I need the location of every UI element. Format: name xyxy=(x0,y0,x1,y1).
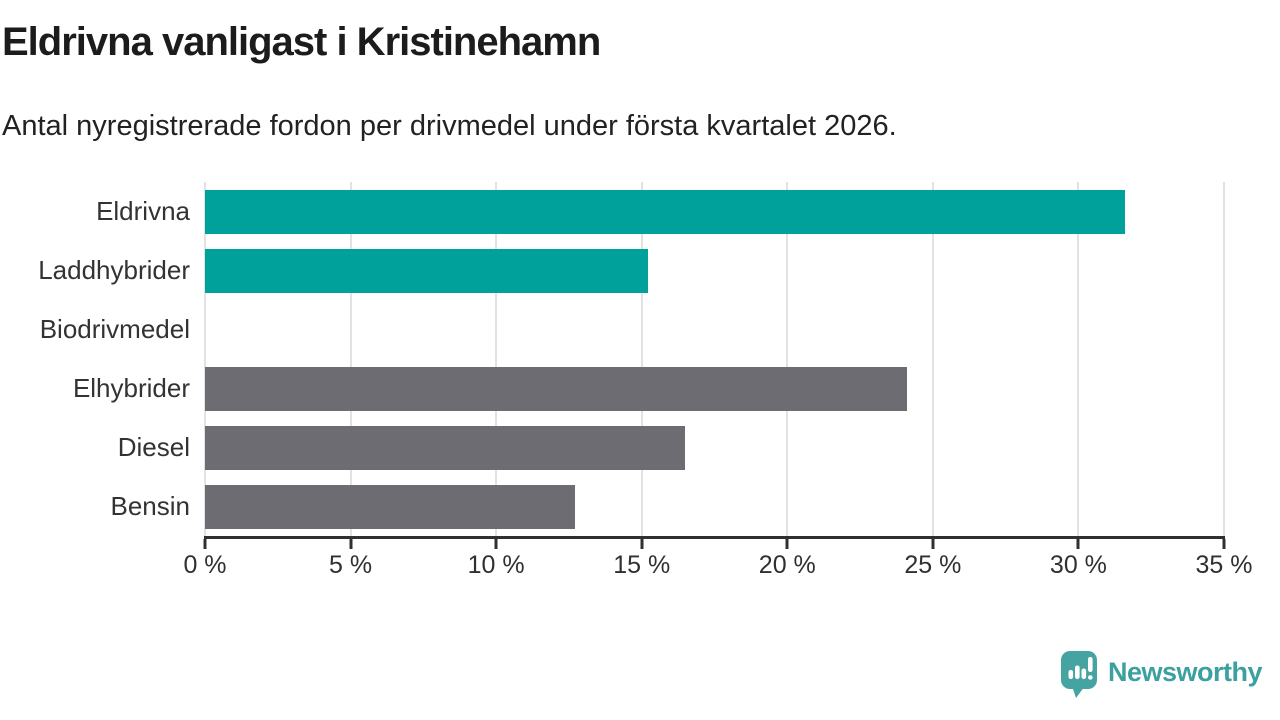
newsworthy-chart-bubble-icon xyxy=(1060,651,1097,698)
bar-row xyxy=(205,300,1224,359)
chart-subtitle: Antal nyregistrerade fordon per drivmede… xyxy=(2,110,897,142)
gridline xyxy=(349,182,352,536)
x-tick-label: 0 % xyxy=(183,551,227,579)
x-tick-label: 35 % xyxy=(1195,551,1253,579)
chart-title: Eldrivna vanligast i Kristinehamn xyxy=(2,20,601,64)
gridline xyxy=(931,182,934,536)
bar-eldrivna xyxy=(205,189,1125,234)
category-label-biodrivmedel: Biodrivmedel xyxy=(39,314,190,344)
category-label-laddhybrider: Laddhybrider xyxy=(38,255,190,285)
newsworthy-logo-text: Newsworthy xyxy=(1107,657,1263,687)
x-tick-mark xyxy=(1222,539,1226,549)
x-tick-label: 30 % xyxy=(1049,551,1107,579)
bar-row xyxy=(205,418,1224,477)
category-label-diesel: Diesel xyxy=(117,432,190,462)
x-tick-label: 10 % xyxy=(467,551,525,579)
category-label-eldrivna: Eldrivna xyxy=(96,196,190,226)
bar-elhybrider xyxy=(205,366,907,411)
bar-laddhybrider xyxy=(205,248,648,293)
newsworthy-logo: Newsworthy xyxy=(1060,650,1263,700)
x-tick-mark xyxy=(494,539,498,549)
gridline xyxy=(1223,182,1225,536)
x-tick-mark xyxy=(640,539,644,549)
bar-bensin xyxy=(205,484,575,529)
category-axis-labels: Eldrivna Laddhybrider Biodrivmedel Elhybrid… xyxy=(0,182,190,536)
gridline xyxy=(1077,182,1080,536)
gridline xyxy=(640,182,643,536)
bar-diesel xyxy=(205,425,686,470)
x-tick-mark xyxy=(785,539,789,549)
category-label-bensin: Bensin xyxy=(110,491,191,521)
plot-area xyxy=(204,182,1225,536)
x-axis-ticks: 0 % 5 % 10 % 15 % 20 % 25 % 30 % 35 % xyxy=(183,539,1252,589)
x-tick-label: 25 % xyxy=(904,551,962,579)
bar-row xyxy=(205,359,1224,418)
category-label-elhybrider: Elhybrider xyxy=(72,373,190,403)
x-tick-mark xyxy=(349,539,353,549)
gridline xyxy=(204,182,206,536)
x-tick-mark xyxy=(931,539,935,549)
gridline xyxy=(786,182,789,536)
x-tick-mark xyxy=(1076,539,1080,549)
x-tick-label: 15 % xyxy=(613,551,671,579)
bar-row xyxy=(205,241,1224,300)
bar-row xyxy=(205,477,1224,536)
gridline xyxy=(495,182,498,536)
x-tick-mark xyxy=(203,539,207,549)
bar-row xyxy=(205,182,1224,241)
x-axis-line xyxy=(204,536,1225,539)
x-tick-label: 5 % xyxy=(329,551,373,579)
x-tick-label: 20 % xyxy=(758,551,816,579)
